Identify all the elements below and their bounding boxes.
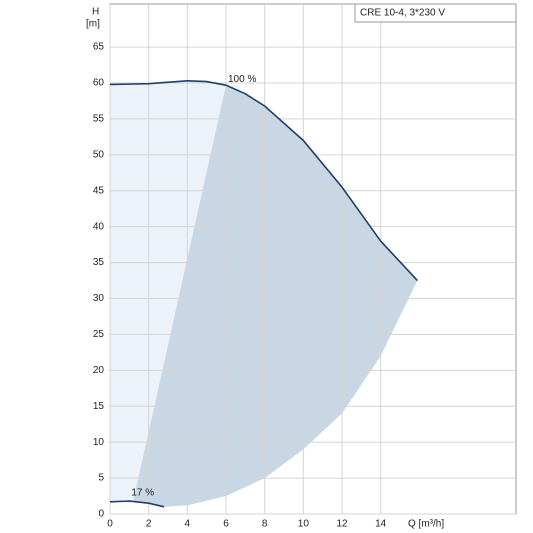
y-tick-label: 40 xyxy=(93,221,105,232)
x-tick-label: 2 xyxy=(146,519,152,530)
y-tick-label: 35 xyxy=(93,257,105,268)
y-tick-label: 50 xyxy=(93,149,105,160)
x-tick-label: 4 xyxy=(185,519,191,530)
y-tick-label: 55 xyxy=(93,114,105,125)
y-tick-label: 25 xyxy=(93,329,105,340)
y-tick-label: 20 xyxy=(93,365,105,376)
title-box xyxy=(354,3,517,23)
x-tick-label: 12 xyxy=(336,519,348,530)
operating-area xyxy=(110,80,226,502)
curve-label: 17 % xyxy=(131,488,154,499)
pump-curve xyxy=(109,80,418,282)
x-tick-label: 0 xyxy=(107,519,113,530)
y-tick-label: 60 xyxy=(93,78,105,89)
pump-curve xyxy=(109,500,165,508)
y-tick-label: 5 xyxy=(98,473,104,484)
y-tick-label: 65 xyxy=(93,42,105,53)
x-axis-label: Q [m³/h] xyxy=(408,519,444,530)
chart-title: CRE 10-4, 3*230 V xyxy=(360,8,445,19)
y-tick-label: 0 xyxy=(98,509,104,520)
x-tick-label: 14 xyxy=(375,519,387,530)
y-tick-label: 15 xyxy=(93,401,105,412)
y-tick-label: 45 xyxy=(93,185,105,196)
y-axis-label: H xyxy=(92,7,99,18)
y-tick-label: 10 xyxy=(93,437,105,448)
y-tick-label: 30 xyxy=(93,293,105,304)
x-tick-label: 10 xyxy=(298,519,310,530)
curve-label: 100 % xyxy=(228,74,256,85)
y-axis-label: [m] xyxy=(86,19,100,30)
x-tick-label: 8 xyxy=(262,519,268,530)
x-tick-label: 6 xyxy=(223,519,229,530)
